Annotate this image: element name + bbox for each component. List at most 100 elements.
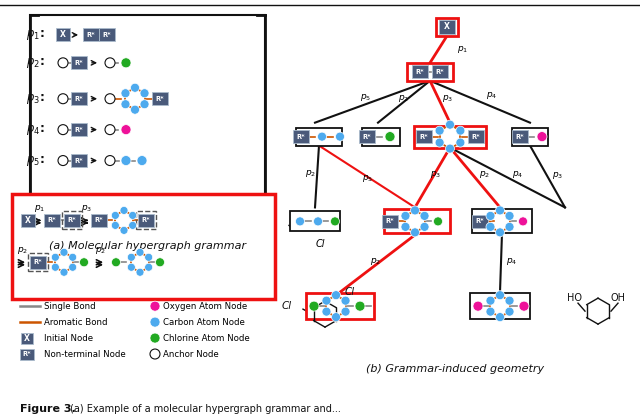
Circle shape: [58, 124, 68, 134]
Circle shape: [486, 222, 495, 231]
Text: R*: R*: [75, 158, 83, 164]
Circle shape: [445, 144, 454, 153]
Text: $p_3$: $p_3$: [552, 169, 564, 181]
Bar: [71, 56, 87, 69]
Text: X: X: [60, 30, 66, 39]
Bar: [99, 28, 115, 42]
Circle shape: [140, 100, 149, 109]
Circle shape: [121, 156, 131, 166]
Text: $p_4$: $p_4$: [486, 90, 497, 101]
Bar: [62, 211, 82, 229]
Circle shape: [435, 138, 444, 147]
Bar: [71, 154, 87, 167]
Bar: [472, 210, 532, 233]
Circle shape: [156, 258, 164, 267]
Bar: [56, 28, 70, 42]
Circle shape: [105, 156, 115, 166]
Text: $p_5$: $p_5$: [360, 92, 372, 103]
Text: $p_2$: $p_2$: [398, 93, 409, 104]
Circle shape: [410, 206, 419, 215]
Circle shape: [332, 312, 340, 322]
Bar: [30, 256, 46, 269]
Circle shape: [79, 258, 88, 267]
Circle shape: [150, 349, 160, 359]
Circle shape: [341, 296, 350, 305]
Circle shape: [420, 211, 429, 220]
Circle shape: [111, 211, 119, 220]
Circle shape: [495, 206, 504, 215]
Circle shape: [495, 290, 504, 300]
Text: Carbon Atom Node: Carbon Atom Node: [163, 317, 245, 327]
Circle shape: [322, 307, 331, 316]
Bar: [432, 65, 448, 78]
Circle shape: [332, 290, 340, 300]
Bar: [512, 130, 528, 143]
Circle shape: [518, 217, 527, 226]
Text: R*: R*: [156, 96, 164, 102]
Circle shape: [60, 248, 68, 256]
Circle shape: [111, 221, 119, 229]
Text: $p_2$: $p_2$: [305, 168, 316, 178]
Bar: [20, 349, 34, 359]
Text: Cl: Cl: [345, 287, 355, 297]
Bar: [414, 126, 486, 148]
Circle shape: [136, 268, 144, 276]
Circle shape: [137, 156, 147, 166]
Text: HO: HO: [568, 293, 582, 303]
Text: R*: R*: [95, 217, 103, 223]
Bar: [470, 293, 530, 319]
Bar: [384, 210, 450, 233]
Text: $p_1$:: $p_1$:: [26, 28, 45, 42]
Circle shape: [68, 263, 77, 271]
Circle shape: [296, 217, 305, 226]
Bar: [416, 130, 432, 143]
Circle shape: [505, 222, 514, 231]
Text: R*: R*: [102, 32, 111, 38]
Circle shape: [486, 296, 495, 305]
Circle shape: [355, 301, 365, 311]
Circle shape: [435, 126, 444, 135]
Text: R*: R*: [420, 134, 428, 139]
Bar: [512, 128, 548, 146]
Text: $p_5$:: $p_5$:: [26, 154, 45, 168]
Circle shape: [58, 156, 68, 166]
Text: $p_3$: $p_3$: [81, 203, 93, 215]
Circle shape: [131, 83, 140, 92]
Circle shape: [330, 217, 339, 226]
Text: $p_2$: $p_2$: [371, 256, 381, 267]
Circle shape: [456, 138, 465, 147]
Text: R*: R*: [68, 217, 76, 223]
Bar: [296, 128, 342, 146]
Circle shape: [519, 301, 529, 311]
Circle shape: [401, 211, 410, 220]
Text: $p_2$:: $p_2$:: [26, 56, 45, 70]
Bar: [439, 20, 455, 34]
Text: $p_4$:: $p_4$:: [26, 123, 45, 137]
Text: R*: R*: [476, 218, 484, 225]
Circle shape: [140, 89, 149, 98]
Text: R*: R*: [516, 134, 524, 139]
Circle shape: [495, 312, 504, 322]
Text: R*: R*: [48, 217, 56, 223]
Text: X: X: [25, 216, 31, 225]
Circle shape: [131, 105, 140, 114]
Circle shape: [68, 253, 77, 261]
Text: R*: R*: [416, 69, 424, 75]
Circle shape: [433, 217, 442, 226]
Text: R*: R*: [436, 69, 444, 75]
Bar: [136, 211, 156, 229]
Text: Cl: Cl: [316, 239, 324, 249]
Circle shape: [111, 258, 120, 267]
Text: X: X: [444, 22, 450, 32]
Circle shape: [456, 126, 465, 135]
Text: $p_2$: $p_2$: [479, 168, 490, 180]
Text: R*: R*: [75, 127, 83, 133]
Bar: [28, 253, 48, 271]
Bar: [21, 214, 35, 227]
Circle shape: [121, 100, 130, 109]
Circle shape: [136, 248, 144, 256]
Bar: [71, 92, 87, 105]
Bar: [290, 211, 340, 231]
Text: (a) Example of a molecular hypergraph grammar and...: (a) Example of a molecular hypergraph gr…: [70, 404, 341, 414]
Text: $p_3$:: $p_3$:: [26, 92, 45, 106]
